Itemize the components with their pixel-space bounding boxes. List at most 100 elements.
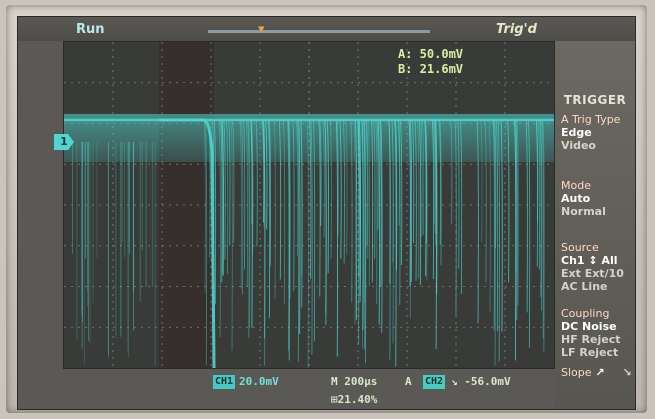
trace-strand xyxy=(267,119,271,319)
trace-strand xyxy=(335,119,339,357)
trace-strand xyxy=(513,119,517,361)
trace-strand xyxy=(432,119,435,224)
trace-strand xyxy=(434,119,437,245)
trace-strand xyxy=(221,119,224,274)
trig-type-video[interactable]: Video xyxy=(561,139,596,152)
trace-strand xyxy=(262,119,265,223)
trace-strand xyxy=(476,119,479,324)
coupling-label: Coupling xyxy=(561,307,610,320)
trace-strand xyxy=(375,119,378,304)
menu-title: TRIGGER xyxy=(563,93,627,107)
mode-auto[interactable]: Auto xyxy=(561,192,591,205)
record-position-bar[interactable] xyxy=(208,30,430,33)
trace-strand xyxy=(296,119,300,362)
trace-strand xyxy=(251,119,254,255)
trace-strand xyxy=(318,119,321,297)
trace-strand xyxy=(273,119,276,300)
trace-strand xyxy=(287,119,290,361)
trace-strand xyxy=(339,119,342,259)
source-ext[interactable]: Ext Ext/10 xyxy=(561,267,624,280)
trace-strand xyxy=(241,119,244,295)
trace-strand xyxy=(225,119,229,274)
trace-strand xyxy=(484,119,487,283)
trig-type-edge[interactable]: Edge xyxy=(561,126,592,139)
trace-strand xyxy=(420,119,423,237)
trace-strand xyxy=(203,119,206,294)
trace-strand xyxy=(424,119,427,277)
trace-strand xyxy=(424,119,428,244)
trace-strand xyxy=(459,119,463,294)
waveform-graticule xyxy=(63,41,555,369)
trace-strand xyxy=(312,119,316,342)
menu-slope[interactable]: Slope ↗ ↘ xyxy=(561,366,635,379)
trace-strand xyxy=(398,119,401,305)
ch1-scale: 20.0mV xyxy=(239,375,279,388)
trace-strand xyxy=(292,119,295,292)
cursor-readout: A: 50.0mV B: 21.6mV xyxy=(398,47,463,77)
trig-type-label: A Trig Type xyxy=(561,113,621,126)
trace-strand xyxy=(300,119,303,308)
slope-rising-icon[interactable]: ↗ xyxy=(595,366,605,379)
trace-strand xyxy=(220,119,223,283)
coupling-dc-noise[interactable]: DC Noise xyxy=(561,320,617,333)
trace-strand xyxy=(345,119,348,255)
trace-strand xyxy=(354,119,358,320)
trace-strand xyxy=(380,119,383,333)
coupling-lf-reject[interactable]: LF Reject xyxy=(561,346,619,359)
trace-strand xyxy=(433,119,436,234)
slope-label: Slope xyxy=(561,366,592,379)
menu-coupling[interactable]: Coupling DC Noise HF Reject LF Reject xyxy=(561,307,635,359)
oscilloscope-screen: Run ▾ Trig'd ◆ A: 50.0mV B: 21.6mV xyxy=(17,16,636,410)
record-position-handle-icon[interactable]: ▾ xyxy=(258,22,265,37)
trace-strand xyxy=(218,119,221,337)
signal-band xyxy=(64,114,554,162)
waveform-svg xyxy=(64,42,554,368)
trace-strand xyxy=(391,119,394,344)
trace-strand xyxy=(336,119,339,236)
trace-strand xyxy=(242,119,246,270)
trace-strand xyxy=(418,119,422,286)
source-ch1[interactable]: Ch1 ↕ All xyxy=(561,254,618,267)
trace-strand xyxy=(536,119,539,223)
trace-strand xyxy=(288,119,291,299)
trace-strand xyxy=(480,119,483,242)
mode-label: Mode xyxy=(561,179,591,192)
trace-strand xyxy=(537,119,541,270)
waveform-trace xyxy=(64,114,554,368)
trace-strand xyxy=(350,119,353,303)
trace-strand xyxy=(204,119,208,365)
coupling-hf-reject[interactable]: HF Reject xyxy=(561,333,621,346)
trace-strand xyxy=(514,119,517,273)
trace-strand xyxy=(263,119,266,339)
trace-strand xyxy=(255,119,258,247)
trigger-position-percent: ⊞21.40% xyxy=(331,393,378,406)
trace-strand xyxy=(232,119,235,244)
source-ac-line[interactable]: AC Line xyxy=(561,280,608,293)
trace-strand xyxy=(450,119,453,225)
cursor-b-value: B: 21.6mV xyxy=(398,62,464,76)
trace-strand xyxy=(527,119,531,348)
menu-mode[interactable]: Mode Auto Normal xyxy=(561,179,635,218)
trace-strand xyxy=(412,119,415,243)
trace-strand xyxy=(363,119,366,303)
trace-strand xyxy=(247,119,250,338)
trace-strand xyxy=(370,119,374,283)
trace-strand xyxy=(363,119,367,364)
trace-strand xyxy=(394,119,397,367)
trace-strand xyxy=(367,119,371,287)
mode-normal[interactable]: Normal xyxy=(561,205,606,218)
bottom-readout: CH1 20.0mV M 200μs A CH2 ↘ -56.0mV ⊞21.4… xyxy=(213,367,553,407)
run-status: Run xyxy=(76,22,105,37)
trace-strand xyxy=(493,119,496,366)
menu-source[interactable]: Source Ch1 ↕ All Ext Ext/10 AC Line xyxy=(561,241,635,293)
trace-strand xyxy=(287,119,290,352)
trace-strand xyxy=(295,119,299,257)
trace-strand xyxy=(395,119,398,271)
trace-strand xyxy=(435,119,438,295)
trace-strand xyxy=(539,119,542,298)
slope-falling-icon[interactable]: ↘ xyxy=(622,366,632,379)
source-label: Source xyxy=(561,241,599,254)
ch1-level-marker[interactable]: 1 xyxy=(54,134,74,150)
menu-trig-type[interactable]: A Trig Type Edge Video xyxy=(561,113,635,152)
trace-strand xyxy=(373,119,376,259)
